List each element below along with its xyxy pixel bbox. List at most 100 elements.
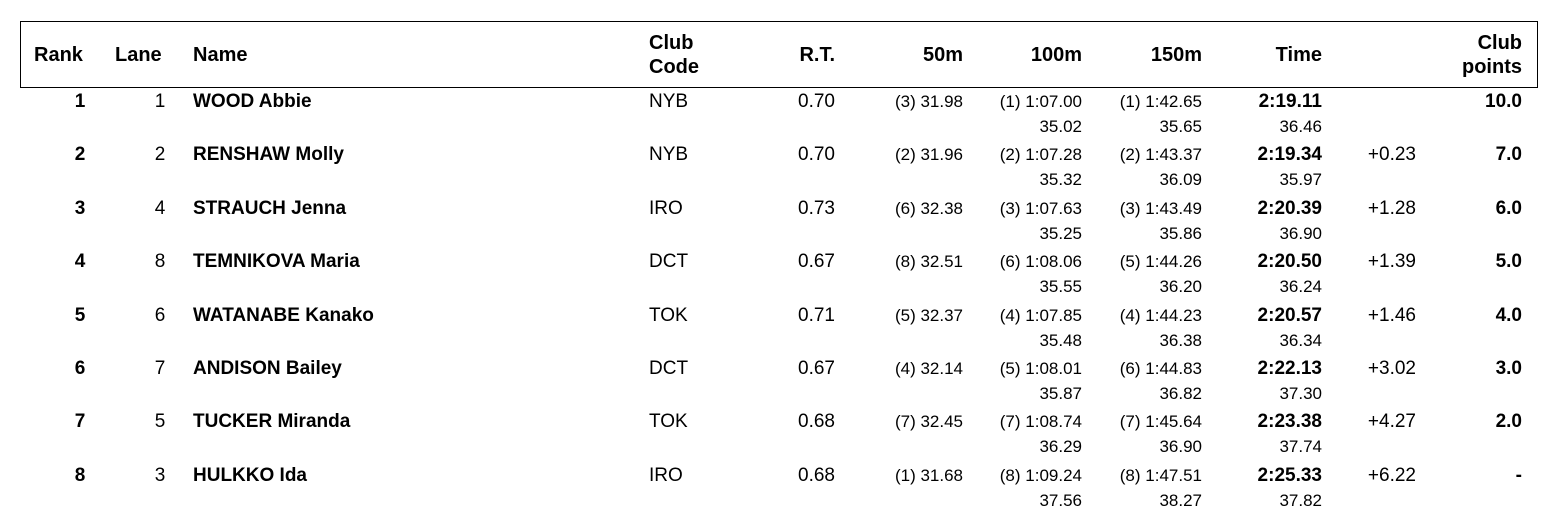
club-points-cell: 6.0 [1495,197,1522,219]
final-lap-cell: 37.74 [1279,437,1322,457]
club-code-cell: IRO [649,464,683,486]
time-behind-cell: +6.22 [1367,464,1416,486]
header-rank: Rank [34,44,83,66]
header-split-50m: 50m [922,44,963,66]
header-split-150m: 150m [1150,44,1202,66]
athlete-name-cell: STRAUCH Jenna [193,197,347,219]
split-100m-cell: (6) 1:08.06 [999,252,1082,272]
athlete-name-cell: TEMNIKOVA Maria [193,251,360,273]
rank-cell: 2 [74,144,86,166]
header-name: Name [193,44,248,66]
split-150m-lap-cell: 36.20 [1159,277,1202,297]
athlete-name-cell: RENSHAW Molly [193,144,344,166]
reaction-time-cell: 0.67 [798,358,835,379]
header-club-points-line1: Club [1477,32,1522,54]
final-lap-cell: 36.34 [1279,330,1322,350]
split-100m-lap-cell: 35.55 [1039,277,1082,297]
club-points-cell: 10.0 [1485,91,1522,112]
reaction-time-cell: 0.68 [798,411,835,433]
rank-cell: 7 [74,411,86,433]
final-time-cell: 2:19.34 [1257,144,1322,166]
reaction-time-cell: 0.73 [798,197,835,219]
club-code-cell: TOK [649,304,688,326]
split-100m-cell: (4) 1:07.85 [999,305,1082,325]
split-150m-cell: (1) 1:42.65 [1119,92,1202,111]
split-100m-lap-cell: 35.87 [1039,384,1082,403]
club-points-cell: 3.0 [1495,358,1522,379]
final-time-cell: 2:19.11 [1258,91,1322,112]
split-100m-cell: (2) 1:07.28 [999,145,1082,165]
time-behind-cell: +1.46 [1367,304,1416,326]
header-time: Time [1275,44,1322,66]
split-150m-cell: (7) 1:45.64 [1119,412,1202,432]
reaction-time-cell: 0.71 [798,304,835,326]
split-100m-lap-cell: 35.25 [1039,223,1082,243]
time-behind-cell: +3.02 [1367,358,1416,379]
club-code-cell: NYB [649,144,689,166]
split-150m-lap-cell: 36.90 [1159,437,1202,457]
final-time-cell: 2:23.38 [1257,411,1322,433]
split-100m-lap-cell: 37.56 [1039,490,1082,510]
club-code-cell: DCT [649,358,689,379]
split-50m-cell: (5) 32.37 [894,305,963,325]
split-100m-cell: (3) 1:07.63 [999,198,1082,218]
reaction-time-cell: 0.67 [798,251,835,273]
split-50m-cell: (4) 32.14 [894,359,963,378]
reaction-time-cell: 0.68 [798,464,835,486]
lane-cell: 7 [154,358,166,379]
club-points-cell: 7.0 [1495,144,1522,166]
club-points-cell: 2.0 [1495,411,1522,433]
split-150m-cell: (3) 1:43.49 [1119,198,1202,218]
rank-cell: 1 [74,91,86,112]
lane-cell: 4 [154,197,166,219]
split-100m-cell: (8) 1:09.24 [999,465,1082,485]
split-100m-cell: (7) 1:08.74 [999,412,1082,432]
lane-cell: 1 [154,91,166,112]
lane-cell: 8 [154,251,166,273]
club-points-cell: - [1515,464,1522,486]
athlete-name-cell: WATANABE Kanako [193,304,374,326]
split-150m-cell: (4) 1:44.23 [1119,305,1202,325]
header-club-points-line2: points [1462,56,1522,78]
time-behind-cell: +1.28 [1367,197,1416,219]
final-lap-cell: 35.97 [1279,170,1322,190]
final-time-cell: 2:25.33 [1257,464,1322,486]
header-club-code-line1: Club [649,32,694,54]
header-club-code-line2: Code [649,56,699,78]
club-code-cell: DCT [649,251,689,273]
time-behind-cell: +1.39 [1367,251,1416,273]
lane-cell: 2 [154,144,166,166]
split-100m-lap-cell: 35.32 [1039,170,1082,190]
rank-cell: 4 [74,251,86,273]
time-behind-cell: +4.27 [1367,411,1416,433]
rank-cell: 6 [74,358,86,379]
table-header [20,21,1538,88]
final-time-cell: 2:20.50 [1257,251,1322,273]
rank-cell: 5 [74,304,86,326]
split-150m-cell: (2) 1:43.37 [1119,145,1202,165]
final-lap-cell: 36.90 [1279,223,1322,243]
lane-cell: 3 [154,464,166,486]
split-100m-lap-cell: 35.02 [1039,117,1082,136]
final-lap-cell: 37.82 [1279,490,1322,510]
athlete-name-cell: ANDISON Bailey [193,358,342,379]
split-100m-lap-cell: 36.29 [1039,437,1082,457]
split-100m-cell: (5) 1:08.01 [999,359,1082,378]
lane-cell: 5 [154,411,166,433]
split-50m-cell: (1) 31.68 [894,465,963,485]
club-points-cell: 5.0 [1495,251,1522,273]
split-100m-cell: (1) 1:07.00 [999,92,1082,111]
reaction-time-cell: 0.70 [798,144,835,166]
split-150m-lap-cell: 36.38 [1159,330,1202,350]
athlete-name-cell: TUCKER Miranda [193,411,351,433]
final-lap-cell: 36.46 [1279,117,1322,136]
final-lap-cell: 37.30 [1279,384,1322,403]
split-150m-cell: (6) 1:44.83 [1119,359,1202,378]
split-150m-lap-cell: 35.65 [1159,117,1202,136]
split-150m-lap-cell: 36.82 [1159,384,1202,403]
final-time-cell: 2:22.13 [1257,358,1322,379]
time-behind-cell: +0.23 [1367,144,1416,166]
rank-cell: 8 [74,464,86,486]
final-lap-cell: 36.24 [1279,277,1322,297]
split-50m-cell: (2) 31.96 [894,145,963,165]
